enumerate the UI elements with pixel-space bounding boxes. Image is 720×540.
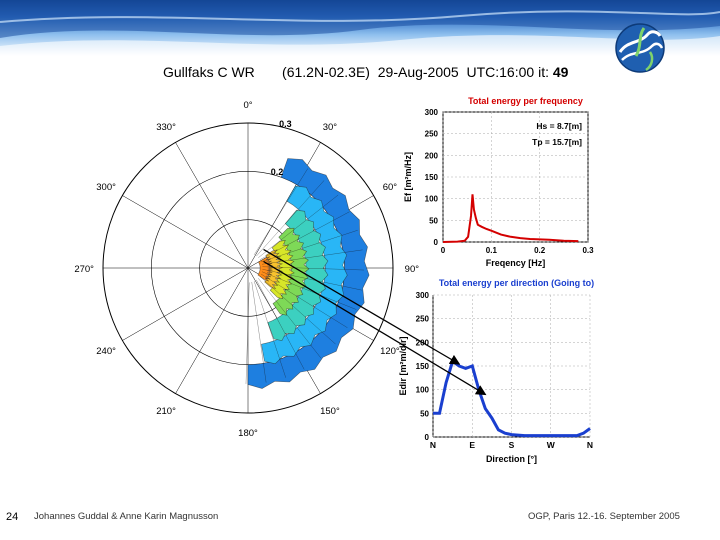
polar-angle-label: 60° [383,182,398,193]
spectrum-contour [261,273,348,328]
spectrum-contour [245,282,250,384]
spectrum-contour [253,168,308,255]
freq-y-tick-label: 100 [425,195,439,204]
polar-angle-label: 30° [323,122,338,133]
freq-x-tick-label: 0 [441,246,446,255]
spectrum-contour [261,229,358,263]
dir-y-tick-label: 0 [425,433,430,442]
dir-x-tick-label: S [509,440,515,450]
freq-y-tick-label: 250 [425,130,439,139]
spectrum-contour [261,271,357,310]
polar-angle-label: 330° [156,122,176,133]
freq-y-axis-label: Ef [m²m/Hz] [403,152,413,202]
freq-y-tick-label: 0 [434,238,439,247]
spectrum-contour [259,211,350,260]
link-arrow-line [263,260,487,396]
chart-title: Gullfaks C WR (61.2N-02.3E) 29-Aug-2005 … [163,64,568,80]
tp-annotation: Tp = 15.7[m] [532,137,582,147]
institute-logo-icon [615,23,665,73]
iteration-value: 49 [552,64,569,80]
polar-radial-tick-label: 0.2 [271,167,284,177]
footer-authors: Johannes Guddal & Anne Karin Magnusson [34,511,219,522]
dir-energy-line [433,358,591,438]
header-banner [0,0,720,56]
freq-y-tick-label: 300 [425,108,439,117]
dir-x-tick-label: E [469,440,475,450]
polar-grid-spoke [122,195,249,269]
polar-spectrum-chart: 0° 30° 60° 90° 120° 150° 180° 210° 240° 270° 300° 3… [74,100,419,439]
dir-x-tick-label: N [587,440,593,450]
polar-angle-label: 300° [96,182,116,193]
dir-x-tick-label: W [547,440,556,450]
polar-angle-label: 210° [156,406,176,417]
polar-angle-label: 90° [405,264,420,275]
polar-grid-spoke [175,267,249,394]
spectrum-contour [262,269,362,291]
polar-grid-spoke [175,142,249,269]
spectrum-contour [258,194,339,258]
freq-x-axis-label: Freqency [Hz] [486,258,546,268]
spectrum-contour [256,279,305,370]
freq-x-tick-label: 0.2 [534,246,546,255]
polar-grid-spoke [247,142,321,269]
polar-angle-label: 180° [238,428,258,439]
spectrum-contour [253,281,287,378]
iteration-label: it: [538,64,549,80]
frequency-energy-chart: 0 50 100 150 200 250 300 0 0.1 0.2 0.3 Total energy… [403,96,594,268]
direction-energy-chart: 050100150200250300NESWNTotal energy per … [398,278,594,464]
page-number: 24 [6,511,19,523]
station-name: Gullfaks C WR [163,64,255,80]
polar-angle-label: 120° [380,346,400,357]
link-arrows [263,248,487,396]
freq-energy-line [442,194,579,243]
polar-angle-label: 0° [243,100,252,111]
utc-label: UTC:16:00 [466,64,535,80]
polar-radial-tick-label: 0.3 [279,119,292,129]
dir-y-tick-label: 300 [416,291,430,300]
freq-chart-title: Total energy per frequency [468,96,583,106]
banner-wave-decoration [0,0,720,56]
freq-y-tick-label: 50 [429,216,438,225]
freq-y-tick-label: 200 [425,151,439,160]
spectrum-contour [262,266,364,271]
polar-angle-label: 270° [74,264,94,275]
spectrum-contour [251,281,267,383]
freq-y-tick-label: 150 [425,173,439,182]
polar-angle-label: 150° [320,406,340,417]
hs-annotation: Hs = 8.7[m] [536,121,582,131]
dir-chart-title: Total energy per direction (Going to) [439,278,594,288]
dir-y-tick-label: 50 [420,409,429,418]
dir-y-tick-label: 250 [416,315,430,324]
freq-x-tick-label: 0.1 [486,246,498,255]
spectrum-contour [261,249,363,265]
spectrum-contour [256,180,325,257]
link-arrow-line [263,248,461,365]
footer-event: OGP, Paris 12.-16. September 2005 [528,511,680,522]
dir-y-tick-label: 100 [416,386,430,395]
spectrum-contour [259,276,336,345]
dir-y-tick-label: 150 [416,362,430,371]
dir-y-axis-label: Edir [m²m/dir] [398,336,408,395]
dir-x-axis-label: Direction [°] [486,454,537,464]
station-position: (61.2N-02.3E) [282,64,370,80]
freq-x-tick-label: 0.3 [582,246,594,255]
polar-angle-label: 240° [96,346,116,357]
spectrum-contour [258,278,322,359]
dir-x-tick-label: N [430,440,436,450]
date-label: 29-Aug-2005 [377,64,459,80]
polar-grid-spoke [122,267,249,341]
